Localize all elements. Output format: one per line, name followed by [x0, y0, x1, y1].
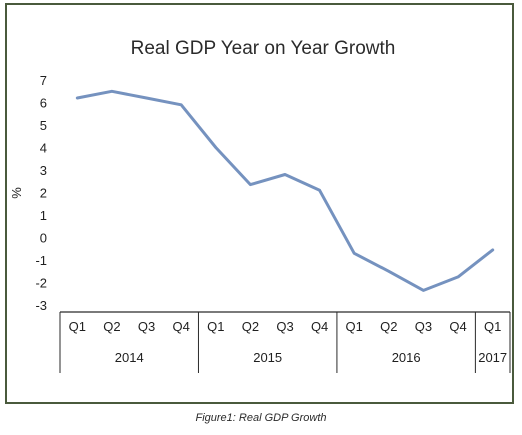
- x-group-label: 2017: [478, 350, 507, 365]
- figure-caption: Figure1: Real GDP Growth: [195, 412, 327, 424]
- y-tick-label: 7: [40, 73, 47, 88]
- x-tick-label: Q4: [172, 319, 189, 334]
- y-tick-label: -3: [35, 298, 47, 313]
- x-group-label: 2016: [392, 350, 421, 365]
- y-tick-label: 1: [40, 208, 47, 223]
- y-axis-label: %: [9, 187, 24, 199]
- y-tick-label: -2: [35, 276, 47, 291]
- x-tick-label: Q2: [380, 319, 397, 334]
- y-tick-label: 6: [40, 96, 47, 111]
- y-tick-label: 2: [40, 186, 47, 201]
- x-tick-label: Q1: [346, 319, 363, 334]
- x-tick-label: Q3: [415, 319, 432, 334]
- x-tick-label: Q1: [69, 319, 86, 334]
- chart-frame: [5, 3, 514, 404]
- x-tick-label: Q2: [242, 319, 259, 334]
- x-group-label: 2014: [115, 350, 144, 365]
- x-tick-label: Q3: [138, 319, 155, 334]
- x-tick-label: Q3: [276, 319, 293, 334]
- chart: Real GDP Year on Year Growth % 7 6 5 4 3 2 1 0 -…: [9, 38, 511, 373]
- y-tick-label: 0: [40, 231, 47, 246]
- x-tick-label: Q1: [207, 319, 224, 334]
- x-tick-label: Q4: [449, 319, 466, 334]
- x-tick-label: Q2: [103, 319, 120, 334]
- series-line: [75, 89, 495, 292]
- y-tick-label: 5: [40, 118, 47, 133]
- x-group-label: 2015: [253, 350, 282, 365]
- x-tick-label: Q1: [484, 319, 501, 334]
- x-tick-label: Q4: [311, 319, 328, 334]
- chart-title: Real GDP Year on Year Growth: [131, 38, 396, 59]
- y-tick-label: -1: [35, 253, 47, 268]
- y-tick-label: 3: [40, 163, 47, 178]
- y-tick-label: 4: [40, 141, 47, 156]
